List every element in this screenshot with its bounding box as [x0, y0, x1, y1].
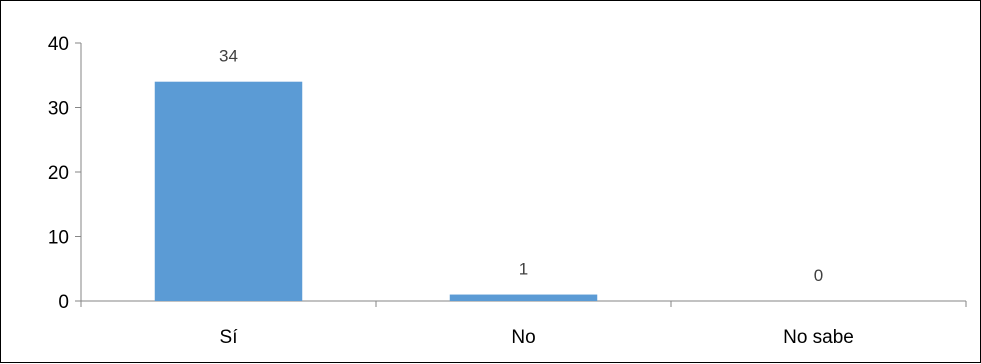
y-tick-label: 30: [48, 99, 69, 120]
category-label-1: No: [511, 327, 535, 348]
data-label-2: 0: [814, 266, 823, 285]
category-label-2: No sabe: [783, 327, 854, 348]
bar-0: [154, 81, 303, 301]
labels: 0 10 20 30 40 34 Sí 1 No 0 No sabe: [48, 34, 854, 348]
y-tick-label: 10: [48, 228, 69, 249]
y-tick-label: 20: [48, 163, 69, 184]
bar-1: [449, 294, 598, 301]
y-tick-label: 0: [58, 292, 69, 313]
data-label-0: 34: [219, 47, 238, 66]
data-label-1: 1: [519, 260, 528, 279]
bars: [154, 81, 598, 301]
y-tick-label: 40: [48, 34, 69, 55]
category-label-0: Sí: [220, 327, 239, 348]
